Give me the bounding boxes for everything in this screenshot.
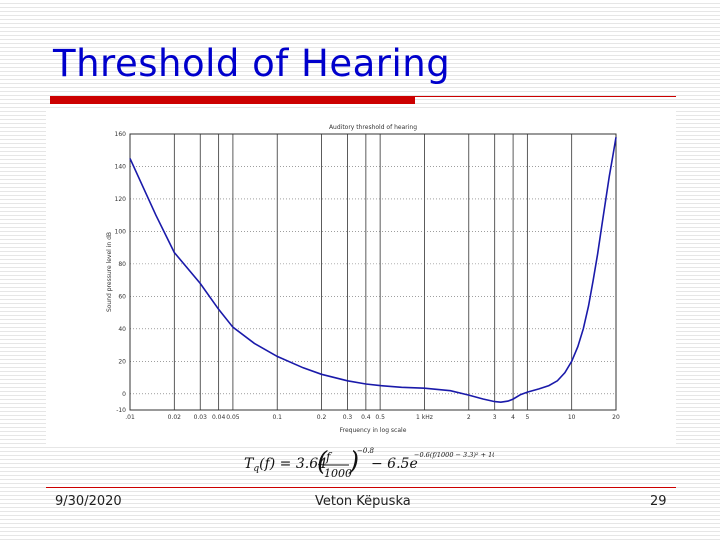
- footer-date: 9/30/2020: [55, 494, 122, 509]
- y-tick-label-2: 20: [118, 358, 126, 365]
- svg-text:Tq(f) = 3.64: Tq(f) = 3.64: [244, 456, 327, 474]
- svg-text:f: f: [325, 450, 333, 464]
- formula-render: Tq(f) = 3.64 ( f 1000 ) −0.8 − 6.5e −0.6…: [244, 447, 532, 480]
- footer-page-number: 29: [650, 494, 667, 509]
- x-tick-label-7: 0.3: [343, 414, 353, 421]
- grid-layer: [130, 134, 617, 410]
- x-tick-label-11: 2: [467, 414, 471, 421]
- plot-frame: [129, 133, 617, 411]
- y-tick-label-0: -10: [116, 407, 126, 414]
- threshold-of-hearing-chart: -10020406080100120140160180.010.020.030.…: [106, 124, 620, 434]
- x-tick-label-10: 1 kHz: [416, 414, 433, 421]
- svg-text:−0.8: −0.8: [357, 447, 375, 455]
- x-tick-label-5: 0.1: [272, 414, 282, 421]
- chart-figure: -10020406080100120140160180.010.020.030.…: [46, 108, 676, 444]
- x-tick-label-14: 5: [525, 414, 529, 421]
- threshold-formula: Tq(f) = 3.64 ( f 1000 ) −0.8 − 6.5e −0.6…: [244, 446, 532, 482]
- y-tick-label-4: 60: [118, 293, 126, 300]
- x-tick-label-8: 0.4: [361, 414, 371, 421]
- title-accent-bar: [50, 96, 415, 104]
- footer-divider: [46, 487, 676, 488]
- x-tick-label-13: 4: [511, 414, 515, 421]
- chart-title: Auditory threshold of hearing: [329, 124, 417, 131]
- svg-text:− 6.5e: − 6.5e: [371, 456, 418, 472]
- x-tick-label-2: 0.03: [194, 414, 208, 421]
- x-tick-label-1: 0.02: [168, 414, 182, 421]
- footer-author: Veton Këpuska: [315, 494, 411, 509]
- svg-text:(: (: [317, 447, 328, 477]
- y-tick-label-6: 100: [115, 228, 127, 235]
- threshold-curve: [129, 137, 617, 404]
- x-axis-label: Frequency in log scale: [340, 427, 407, 434]
- svg-text:): ): [348, 447, 359, 477]
- x-tick-label-6: 0.2: [317, 414, 327, 421]
- x-tick-label-12: 3: [493, 414, 497, 421]
- y-tick-label-1: 0: [122, 391, 126, 398]
- y-tick-label-7: 120: [115, 196, 127, 203]
- tick-layer: -10020406080100120140160180.010.020.030.…: [115, 131, 620, 421]
- x-tick-label-15: 10: [568, 414, 576, 421]
- x-tick-label-4: 0.05: [226, 414, 240, 421]
- y-axis-label: Sound pressure level in dB: [106, 232, 113, 312]
- x-tick-label-9: 0.5: [375, 414, 385, 421]
- y-tick-label-3: 40: [118, 326, 126, 333]
- y-tick-label-8: 140: [115, 163, 127, 170]
- slide-title: Threshold of Hearing: [53, 42, 451, 85]
- y-tick-label-9: 160: [115, 131, 127, 138]
- x-tick-label-3: 0.04: [212, 414, 226, 421]
- x-tick-label-16: 20: [612, 414, 620, 421]
- svg-text:1000: 1000: [324, 467, 352, 480]
- x-tick-label-0: .01: [125, 414, 135, 421]
- y-tick-label-5: 80: [118, 261, 126, 268]
- svg-text:−0.6(f/1000 − 3.3)² + 10⁻³(f/1: −0.6(f/1000 − 3.3)² + 10⁻³(f/1000)⁴: [414, 451, 494, 459]
